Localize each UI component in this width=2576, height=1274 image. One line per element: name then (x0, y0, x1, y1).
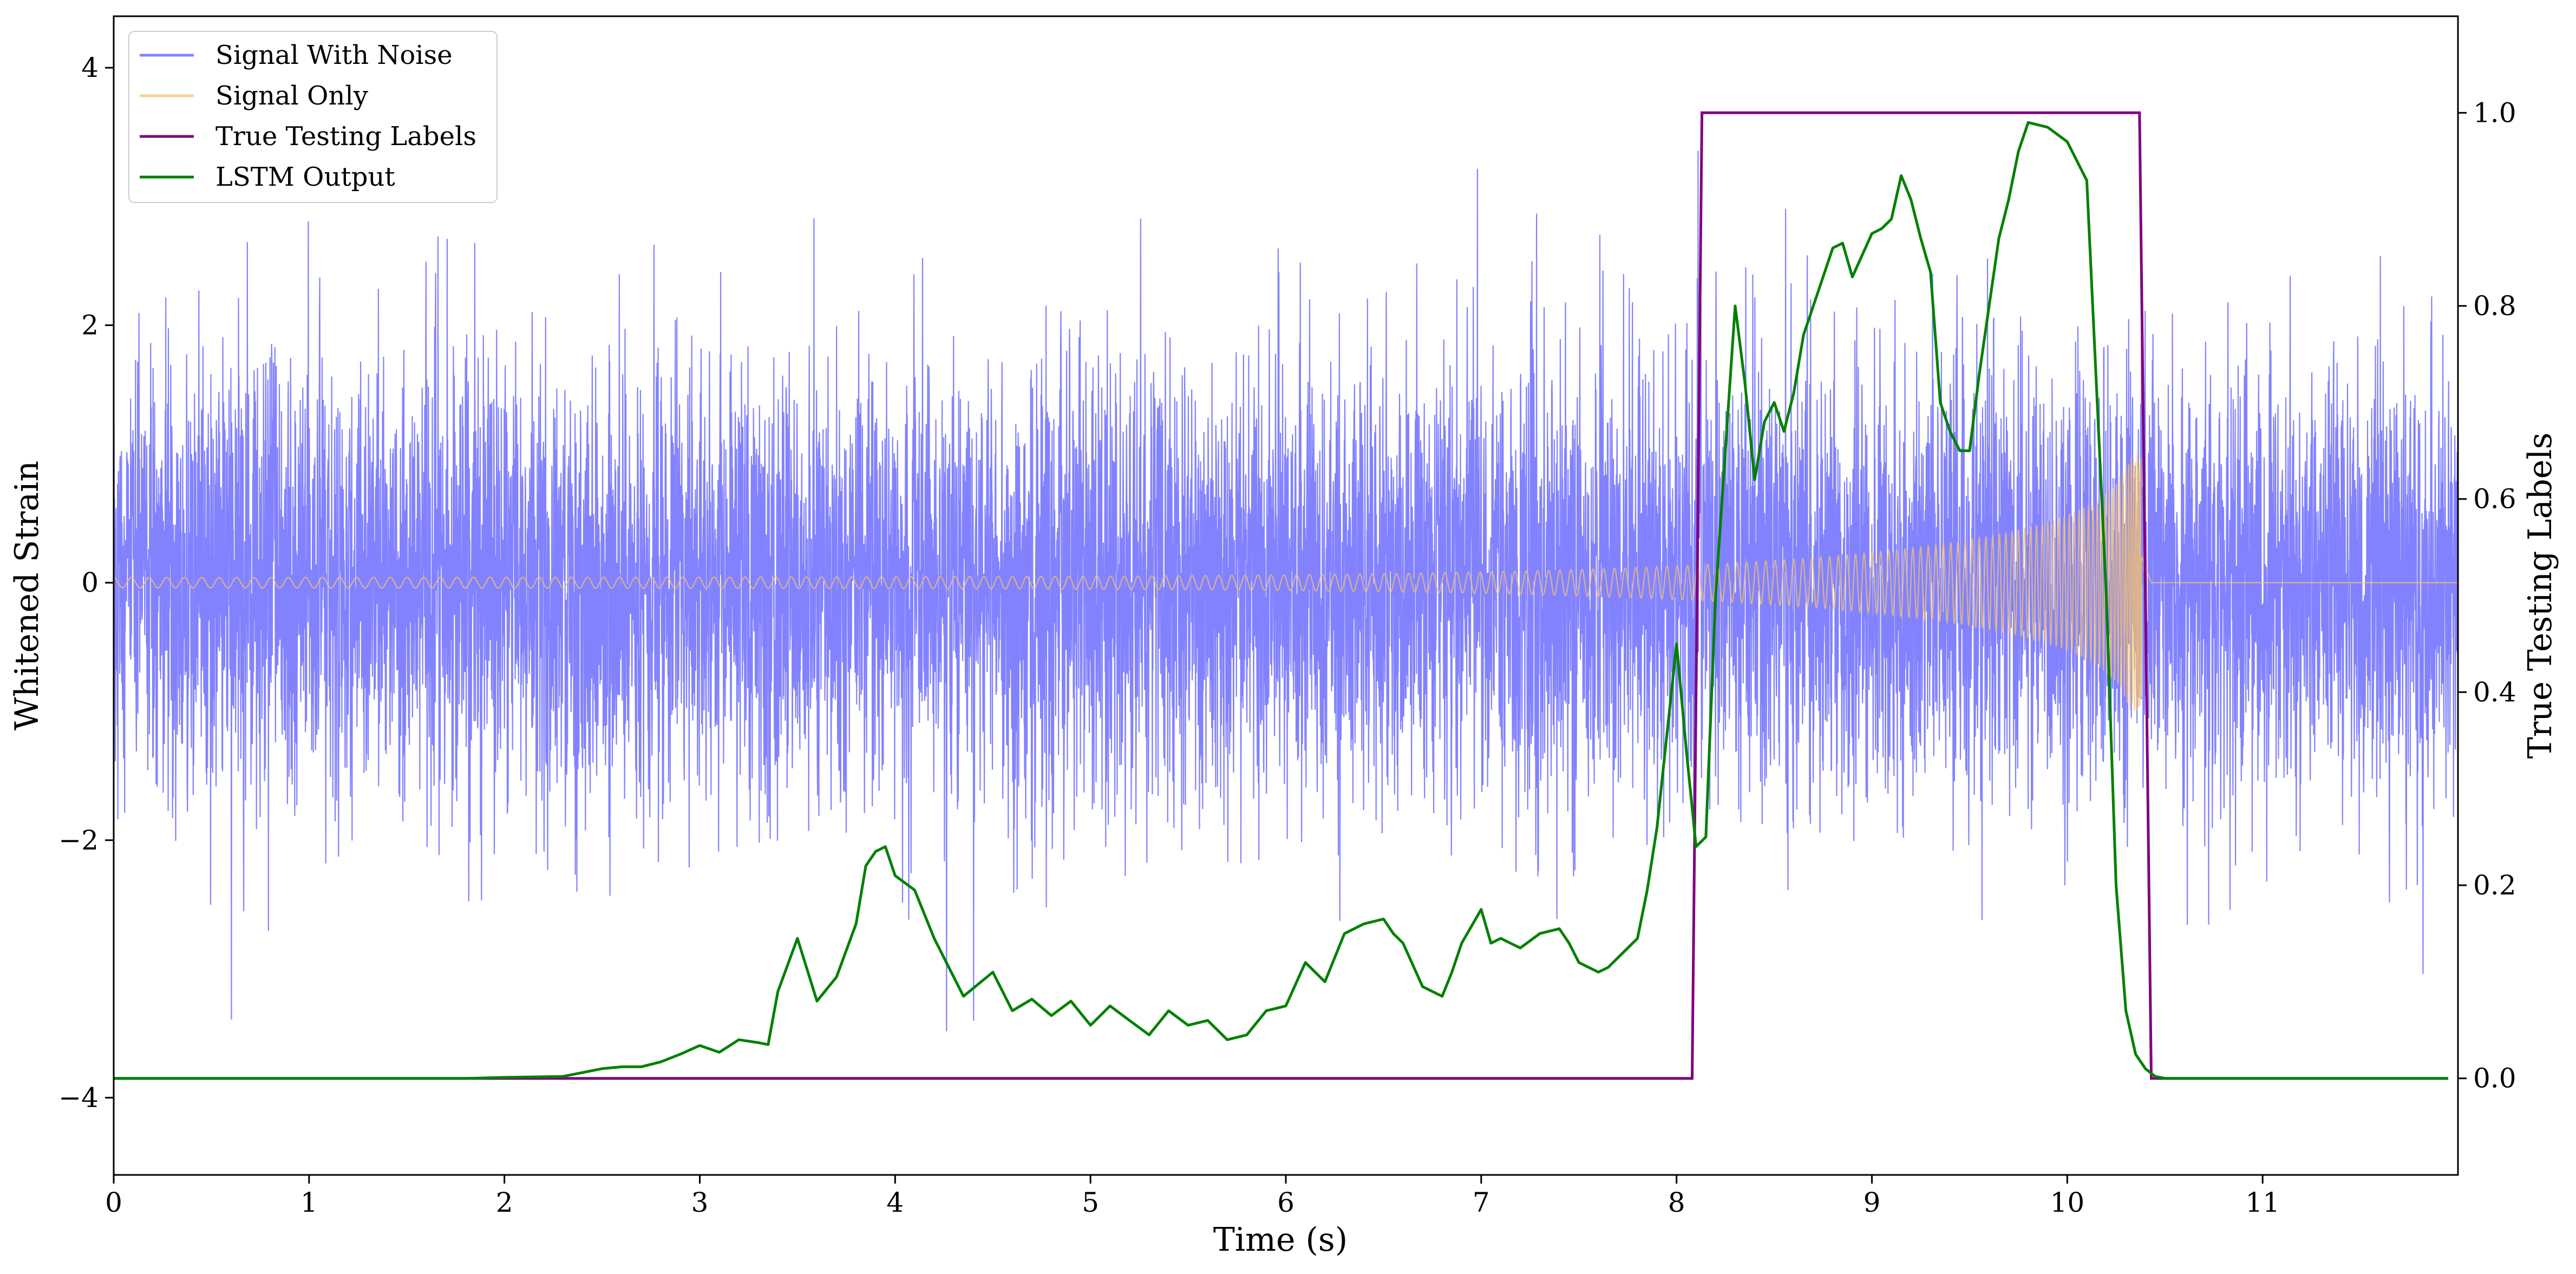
legend-box (128, 31, 498, 203)
plot-area (114, 111, 2458, 1080)
y-right-tick-label-0: 1.0 (2473, 97, 2516, 128)
x-tick-label-10: 10 (2050, 1187, 2085, 1218)
y-right-tick-label-3: 0.4 (2473, 676, 2516, 708)
legend-label-2: True Testing Labels (215, 121, 476, 152)
x-axis: 0 1 2 3 4 5 6 7 8 9 10 11 (105, 1175, 2280, 1218)
y-left-tick-label-2: 0 (81, 567, 99, 598)
legend: Signal With Noise Signal Only True Testing… (128, 31, 498, 203)
x-tick-label-2: 2 (496, 1187, 513, 1218)
signal-only-line (114, 454, 2458, 711)
y-axis-left-label: Whitened Strain (8, 461, 46, 730)
y-left-tick-label-4: −4 (58, 1082, 99, 1113)
y-right-tick-label-5: 0.0 (2473, 1063, 2516, 1094)
legend-label-3: LSTM Output (215, 162, 395, 192)
legend-label-0: Signal With Noise (215, 40, 453, 70)
series-signal-only (114, 454, 2458, 711)
y-left-tick-label-1: 2 (81, 310, 99, 341)
signal-with-noise-line (114, 151, 2458, 1031)
x-tick-label-7: 7 (1473, 1187, 1490, 1218)
series-signal-with-noise (114, 151, 2458, 1031)
y-right-tick-label-1: 0.8 (2473, 290, 2516, 322)
y-axis-right-label: True Testing Labels (2521, 433, 2559, 759)
y-axis-left: 4 2 0 −2 −4 (58, 52, 114, 1113)
x-tick-label-11: 11 (2245, 1187, 2280, 1218)
series-lstm-output (114, 121, 2448, 1080)
y-left-tick-label-0: 4 (81, 52, 99, 83)
y-right-tick-label-2: 0.6 (2473, 484, 2516, 515)
x-tick-label-4: 4 (886, 1187, 904, 1218)
x-tick-label-3: 3 (691, 1187, 709, 1218)
x-tick-label-6: 6 (1277, 1187, 1294, 1218)
y-left-tick-label-3: −2 (58, 825, 99, 856)
x-axis-label: Time (s) (1213, 1221, 1348, 1259)
x-tick-label-0: 0 (105, 1187, 122, 1218)
x-tick-label-9: 9 (1864, 1187, 1881, 1218)
x-tick-label-5: 5 (1082, 1187, 1099, 1218)
y-right-tick-label-4: 0.2 (2473, 870, 2516, 901)
y-axis-right: 1.0 0.8 0.6 0.4 0.2 0.0 (2458, 97, 2516, 1094)
legend-label-1: Signal Only (215, 81, 368, 111)
x-tick-label-1: 1 (300, 1187, 318, 1218)
x-tick-label-8: 8 (1668, 1187, 1685, 1218)
lstm-output-line (114, 121, 2448, 1080)
